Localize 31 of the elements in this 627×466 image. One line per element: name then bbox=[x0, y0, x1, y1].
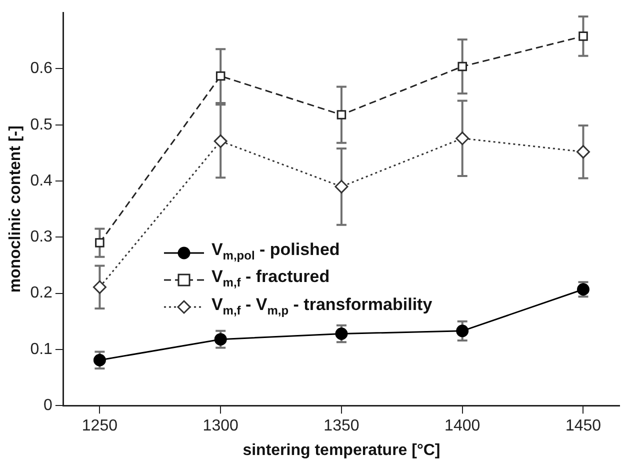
point bbox=[336, 110, 346, 120]
y-tick-label: 0.6 bbox=[30, 60, 53, 78]
point bbox=[214, 333, 227, 346]
point bbox=[335, 327, 348, 340]
point bbox=[93, 354, 106, 366]
legend-label: V$_{m,f}$ - fractured bbox=[211, 266, 330, 292]
point bbox=[92, 280, 106, 294]
y-tick-label: 0.3 bbox=[30, 228, 53, 246]
y-tick-label: 0.1 bbox=[30, 340, 53, 358]
point bbox=[456, 132, 470, 146]
y-axis-title: monoclinic content [-] bbox=[7, 126, 24, 293]
point bbox=[458, 62, 467, 72]
x-tick-label: 1300 bbox=[202, 418, 238, 435]
point bbox=[216, 71, 226, 81]
point bbox=[95, 238, 104, 248]
x-axis-title: sintering temperature [°C] bbox=[242, 442, 440, 459]
x-tick-label: 1400 bbox=[444, 418, 480, 435]
legend-label: V$_{m,pol}$ - polished bbox=[211, 238, 340, 264]
x-tick-label: 1450 bbox=[565, 418, 602, 435]
point bbox=[578, 32, 588, 41]
x-tick-label: 1250 bbox=[82, 418, 118, 435]
point bbox=[456, 324, 469, 338]
y-tick-label: 0.5 bbox=[30, 116, 53, 134]
point bbox=[576, 145, 590, 159]
point bbox=[334, 180, 348, 194]
y-tick-label: 0 bbox=[44, 397, 53, 414]
x-tick-label: 1350 bbox=[324, 418, 360, 435]
point bbox=[214, 134, 228, 148]
legend-label: V$_{m,f}$ - V$_{m,p}$ - transformability bbox=[211, 294, 432, 319]
y-tick-label: 0.2 bbox=[30, 284, 53, 302]
y-tick-label: 0.4 bbox=[30, 172, 53, 190]
